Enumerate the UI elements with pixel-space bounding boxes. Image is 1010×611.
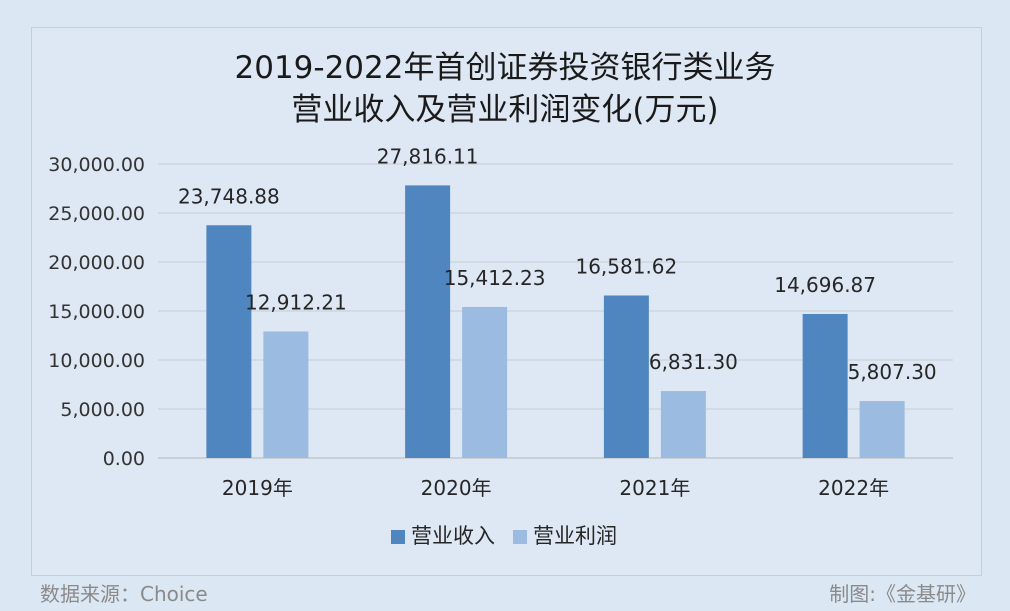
data-label: 12,912.21 — [245, 290, 347, 314]
y-tick-label: 25,000.00 — [48, 203, 145, 225]
data-label: 5,807.30 — [848, 360, 937, 384]
bar-profit — [859, 401, 905, 458]
data-label: 27,816.11 — [377, 144, 479, 168]
chart-title-line2: 营业收入及营业利润变化(万元) — [291, 92, 718, 128]
y-tick-label: 15,000.00 — [48, 301, 145, 323]
bar-revenue — [405, 185, 451, 459]
data-label: 14,696.87 — [774, 273, 876, 297]
y-tick-label: 10,000.00 — [48, 350, 145, 372]
credit-note: 制图:《金基研》 — [829, 582, 976, 606]
bar-revenue — [206, 225, 252, 458]
legend-label: 营业收入 — [411, 524, 495, 548]
y-tick-label: 20,000.00 — [48, 252, 145, 274]
y-tick-label: 5,000.00 — [60, 399, 145, 421]
bar-revenue — [802, 313, 848, 458]
y-tick-label: 30,000.00 — [48, 154, 145, 176]
bar-profit — [462, 306, 508, 458]
source-note: 数据来源：Choice — [40, 582, 208, 606]
x-tick-label: 2019年 — [222, 476, 293, 500]
chart-title-line1: 2019-2022年首创证券投资银行类业务 — [235, 50, 776, 86]
bar-profit — [263, 331, 309, 458]
chart-frame — [31, 27, 982, 576]
data-label: 23,748.88 — [178, 184, 280, 208]
x-tick-label: 2021年 — [619, 476, 690, 500]
data-label: 15,412.23 — [444, 266, 546, 290]
x-tick-label: 2020年 — [421, 476, 492, 500]
bar-profit — [660, 391, 706, 458]
legend-swatch — [513, 530, 527, 544]
x-tick-label: 2022年 — [818, 476, 889, 500]
y-tick-label: 0.00 — [103, 448, 145, 470]
legend-swatch — [391, 530, 405, 544]
legend-label: 营业利润 — [533, 524, 617, 548]
data-label: 6,831.30 — [649, 350, 738, 374]
bar-revenue — [603, 295, 649, 458]
data-label: 16,581.62 — [575, 255, 677, 279]
